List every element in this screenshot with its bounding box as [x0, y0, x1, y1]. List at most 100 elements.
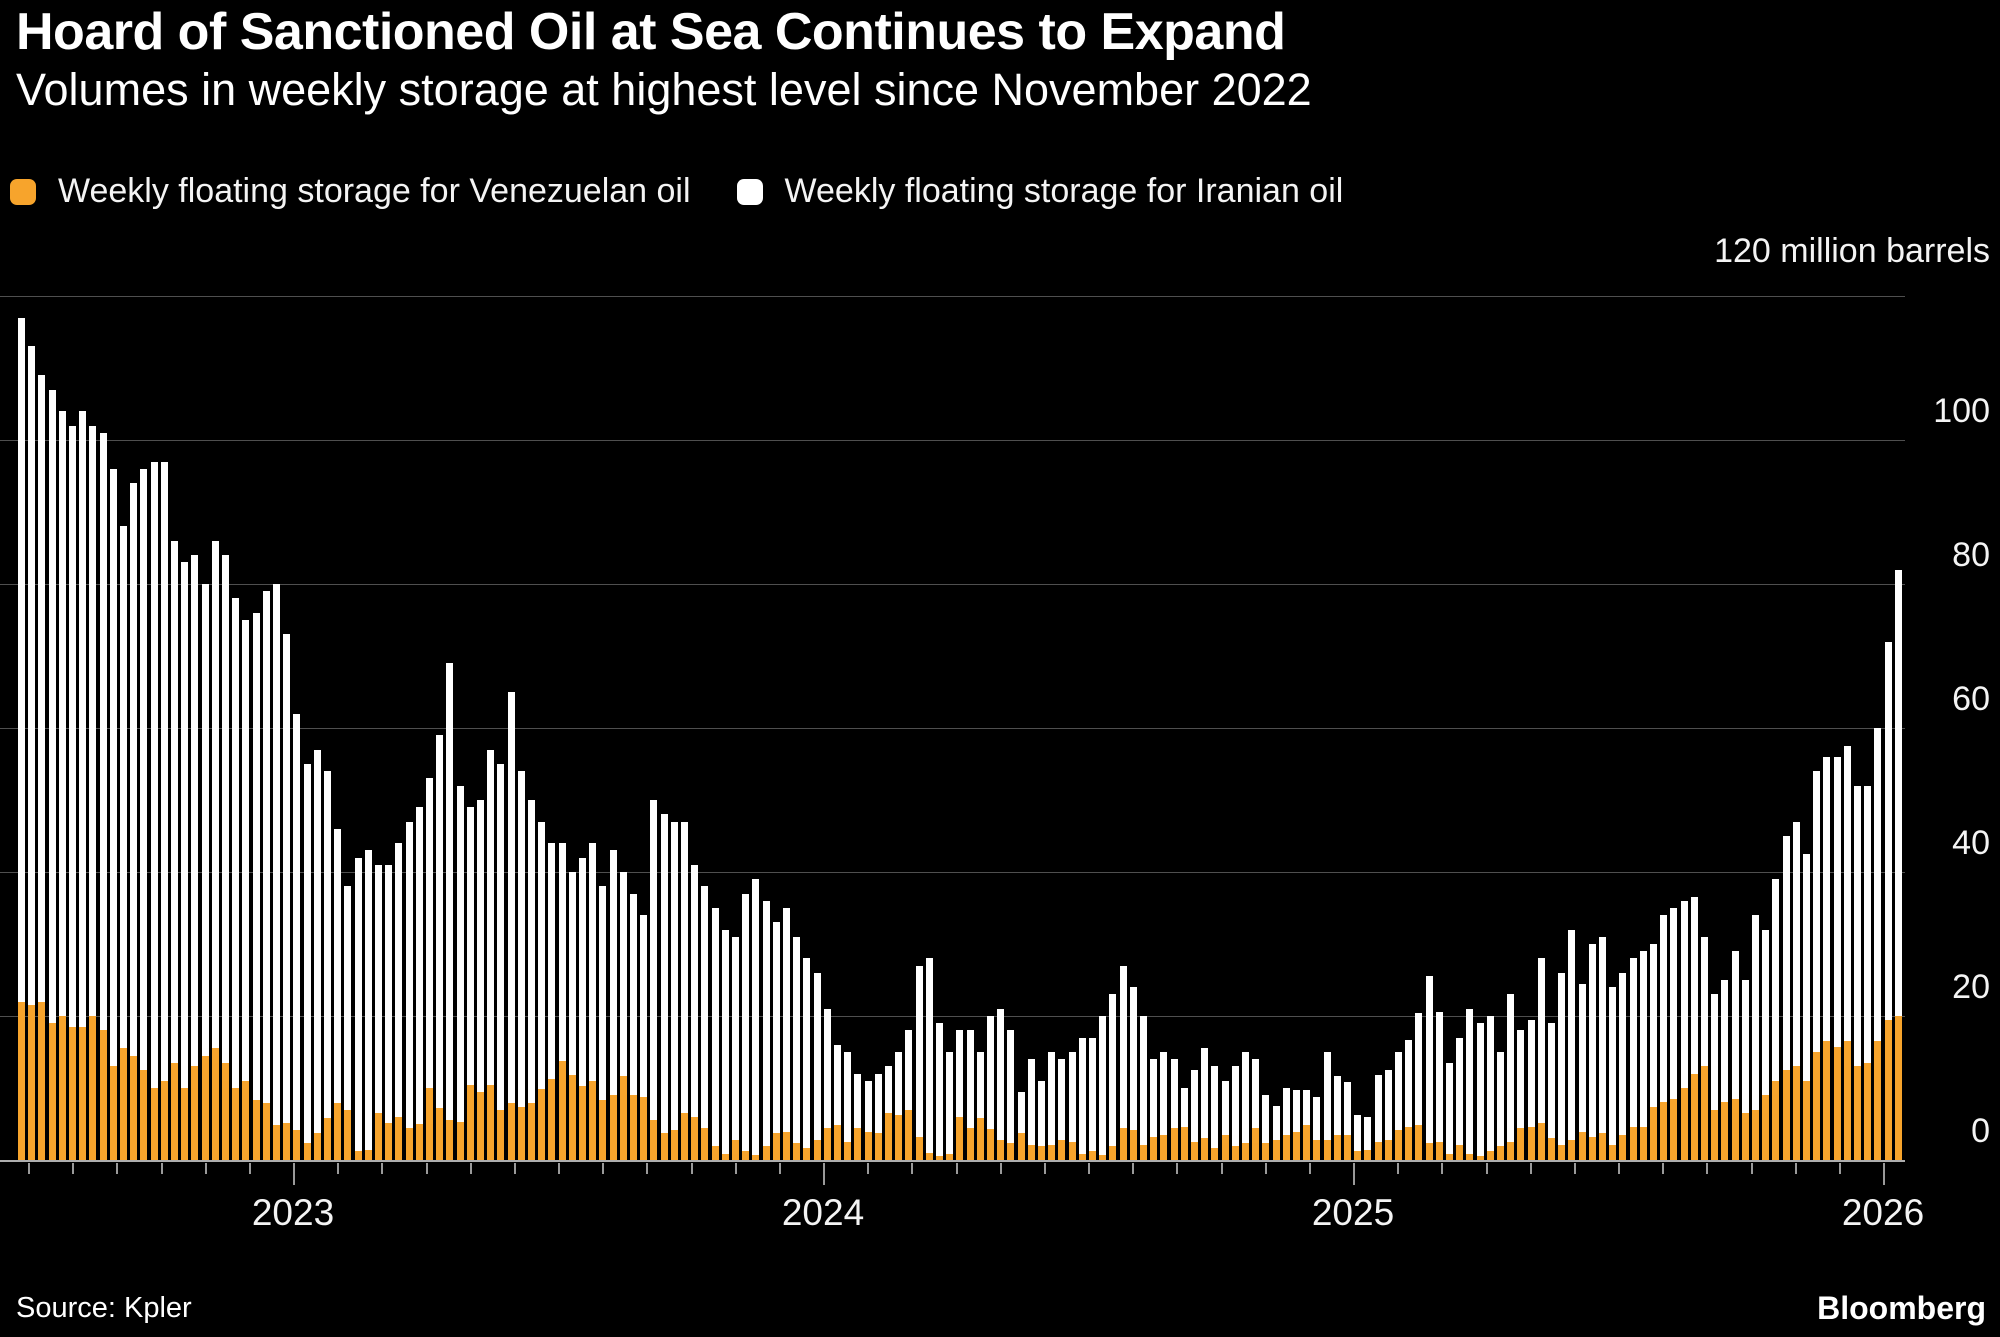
bar-week-65 — [681, 821, 688, 1160]
x-axis-year-tick — [293, 1163, 295, 1185]
bar-week-184-venezuela-segment — [1894, 1015, 1902, 1160]
bar-week-108 — [1119, 965, 1127, 1160]
bar-week-76-venezuela-segment — [793, 1143, 801, 1160]
x-axis-month-tick — [1397, 1163, 1400, 1174]
bar-week-168 — [1731, 951, 1739, 1160]
bar-week-143-venezuela-segment — [1476, 1156, 1484, 1160]
bar-week-153-venezuela-segment — [1578, 1131, 1586, 1160]
y-axis-label-20: 20 — [1952, 968, 1990, 1006]
bar-week-32-venezuela-segment — [344, 1110, 352, 1160]
bar-week-15-venezuela-segment — [171, 1062, 178, 1160]
bar-week-31-venezuela-segment — [334, 1103, 342, 1160]
y-axis-label-80: 80 — [1952, 536, 1990, 574]
bar-week-32 — [344, 886, 352, 1160]
bar-week-25 — [273, 584, 280, 1160]
bar-week-45 — [477, 800, 484, 1160]
bar-week-126-venezuela-segment — [1303, 1124, 1311, 1160]
x-axis-month-tick — [1308, 1163, 1311, 1174]
bar-week-72 — [752, 879, 760, 1160]
bar-week-163 — [1680, 900, 1688, 1160]
bar-week-10 — [120, 526, 127, 1160]
bar-week-59 — [619, 872, 627, 1160]
x-axis-month-tick — [248, 1163, 251, 1174]
bar-week-164-venezuela-segment — [1690, 1073, 1698, 1160]
bar-week-53-venezuela-segment — [558, 1060, 566, 1160]
bar-week-161 — [1660, 915, 1668, 1160]
bar-week-58 — [609, 850, 617, 1160]
bar-week-13 — [150, 461, 158, 1160]
bar-week-140 — [1446, 1062, 1453, 1160]
x-axis-month-tick — [1264, 1163, 1267, 1174]
bar-week-145 — [1497, 1052, 1504, 1160]
bar-week-184 — [1894, 569, 1902, 1160]
bar-week-172 — [1772, 879, 1780, 1160]
bar-week-94 — [976, 1052, 984, 1160]
bar-week-56 — [589, 843, 597, 1160]
gridline — [0, 1016, 1905, 1017]
bar-week-119-venezuela-segment — [1231, 1146, 1239, 1160]
bar-week-65-venezuela-segment — [681, 1113, 688, 1160]
bar-week-35 — [375, 864, 382, 1160]
bar-week-80-venezuela-segment — [834, 1124, 841, 1160]
bar-week-118-venezuela-segment — [1221, 1134, 1229, 1160]
bar-week-172-venezuela-segment — [1772, 1080, 1780, 1160]
x-axis-year-tick — [1883, 1163, 1885, 1185]
x-axis-month-tick — [425, 1163, 428, 1174]
bar-week-6 — [79, 411, 87, 1160]
bar-week-181 — [1864, 785, 1872, 1160]
bar-week-78-venezuela-segment — [813, 1139, 821, 1160]
bar-week-144 — [1486, 1016, 1494, 1160]
bar-week-177 — [1823, 756, 1831, 1160]
x-axis-year-label-2023: 2023 — [251, 1192, 335, 1233]
x-axis-month-tick — [734, 1163, 737, 1174]
bar-week-151 — [1558, 972, 1566, 1160]
bar-week-124 — [1282, 1088, 1290, 1160]
bar-week-105-venezuela-segment — [1089, 1151, 1096, 1160]
bar-week-180-venezuela-segment — [1854, 1066, 1861, 1160]
bar-week-7-venezuela-segment — [89, 1015, 97, 1160]
x-axis-year-tick — [823, 1163, 825, 1185]
bar-week-76 — [793, 936, 801, 1160]
gridline — [0, 584, 1905, 585]
bar-week-36-venezuela-segment — [385, 1123, 393, 1160]
x-axis-month-tick — [1176, 1163, 1179, 1174]
bar-week-87 — [905, 1030, 913, 1160]
bar-week-96 — [997, 1008, 1005, 1160]
bar-week-128 — [1323, 1052, 1331, 1160]
bar-week-116 — [1201, 1048, 1209, 1160]
bar-week-113 — [1170, 1059, 1178, 1160]
bar-week-129-venezuela-segment — [1333, 1134, 1341, 1160]
bar-week-18 — [201, 584, 209, 1160]
bar-week-150-venezuela-segment — [1548, 1138, 1555, 1160]
bar-week-84-venezuela-segment — [874, 1133, 882, 1160]
x-axis-month-tick — [381, 1163, 384, 1174]
bar-week-54-venezuela-segment — [568, 1075, 576, 1160]
bar-week-46 — [487, 749, 495, 1160]
bar-week-62-venezuela-segment — [650, 1119, 658, 1160]
bar-week-132 — [1364, 1116, 1372, 1160]
bar-week-134-venezuela-segment — [1384, 1139, 1392, 1160]
bar-week-141 — [1456, 1037, 1464, 1160]
bar-week-100-venezuela-segment — [1038, 1146, 1045, 1160]
bar-week-152 — [1568, 929, 1576, 1160]
bar-week-155-venezuela-segment — [1599, 1133, 1606, 1160]
bar-week-66-venezuela-segment — [691, 1116, 699, 1160]
bar-week-68 — [711, 908, 719, 1160]
bar-week-88-venezuela-segment — [915, 1136, 923, 1160]
x-axis-month-tick — [1662, 1163, 1665, 1174]
bar-week-150 — [1548, 1023, 1555, 1160]
bar-week-3 — [48, 389, 56, 1160]
x-axis-month-tick — [1794, 1163, 1797, 1174]
x-axis-month-tick — [1750, 1163, 1753, 1174]
bar-week-113-venezuela-segment — [1170, 1128, 1178, 1160]
bar-week-179 — [1843, 746, 1851, 1160]
bar-week-31 — [334, 828, 342, 1160]
bar-week-131 — [1354, 1114, 1362, 1160]
bar-week-50-venezuela-segment — [528, 1103, 535, 1160]
bar-week-55-venezuela-segment — [579, 1085, 586, 1160]
bar-week-67 — [701, 886, 709, 1160]
x-axis-month-tick — [1838, 1163, 1841, 1174]
bar-week-29-venezuela-segment — [313, 1133, 321, 1160]
bar-week-126 — [1303, 1090, 1311, 1160]
